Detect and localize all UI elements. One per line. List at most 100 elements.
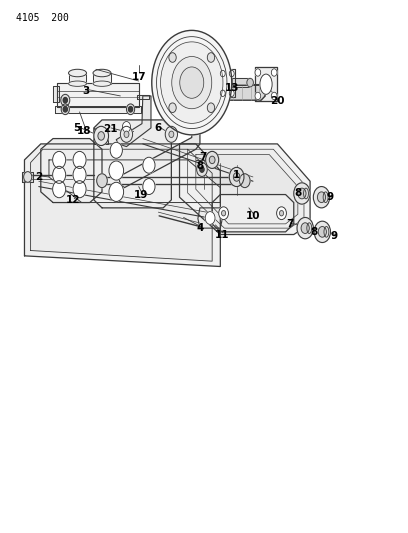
Polygon shape	[22, 172, 33, 182]
Polygon shape	[55, 106, 141, 113]
Circle shape	[255, 69, 261, 76]
Ellipse shape	[69, 81, 86, 86]
Ellipse shape	[307, 223, 312, 233]
Circle shape	[314, 221, 330, 243]
Circle shape	[220, 90, 225, 96]
Circle shape	[298, 188, 306, 199]
Circle shape	[129, 107, 133, 112]
Text: 3: 3	[82, 86, 89, 95]
Text: 10: 10	[246, 211, 260, 221]
Circle shape	[24, 172, 32, 182]
Polygon shape	[31, 149, 212, 261]
Polygon shape	[116, 96, 151, 147]
Circle shape	[172, 56, 212, 109]
Polygon shape	[212, 195, 294, 232]
Circle shape	[110, 142, 122, 158]
Circle shape	[126, 104, 135, 115]
Circle shape	[53, 151, 66, 168]
Circle shape	[207, 53, 215, 62]
Circle shape	[73, 181, 86, 198]
Polygon shape	[69, 73, 86, 84]
Circle shape	[97, 174, 107, 188]
Polygon shape	[232, 78, 249, 87]
Polygon shape	[41, 139, 102, 203]
Text: 21: 21	[103, 124, 118, 134]
Circle shape	[318, 227, 326, 237]
Circle shape	[255, 92, 261, 100]
Circle shape	[220, 70, 225, 77]
Ellipse shape	[304, 188, 308, 199]
Polygon shape	[255, 67, 277, 101]
Circle shape	[205, 212, 215, 224]
Circle shape	[229, 90, 234, 96]
Text: 2: 2	[35, 172, 42, 182]
Polygon shape	[93, 73, 111, 84]
Ellipse shape	[69, 69, 86, 77]
Polygon shape	[180, 144, 310, 235]
Ellipse shape	[260, 74, 272, 94]
Polygon shape	[57, 83, 139, 107]
Circle shape	[239, 174, 250, 188]
Circle shape	[161, 42, 223, 123]
Text: 9: 9	[327, 192, 334, 202]
Circle shape	[53, 166, 66, 183]
Circle shape	[301, 223, 309, 233]
Polygon shape	[94, 128, 108, 144]
Circle shape	[109, 182, 124, 201]
Polygon shape	[196, 155, 298, 224]
Circle shape	[247, 78, 253, 87]
Polygon shape	[100, 177, 245, 184]
Text: 8: 8	[196, 161, 204, 171]
Text: 20: 20	[270, 96, 285, 106]
Circle shape	[271, 69, 277, 76]
Text: 12: 12	[66, 195, 81, 205]
Circle shape	[109, 161, 124, 180]
Circle shape	[297, 217, 313, 239]
Circle shape	[94, 126, 109, 146]
Circle shape	[169, 131, 174, 138]
Circle shape	[233, 173, 240, 181]
Text: 7: 7	[286, 219, 293, 229]
Text: 5: 5	[73, 123, 80, 133]
Circle shape	[152, 30, 232, 135]
Circle shape	[294, 183, 310, 204]
Polygon shape	[24, 144, 220, 266]
Text: 4105  200: 4105 200	[16, 13, 69, 23]
Polygon shape	[220, 69, 235, 97]
Circle shape	[219, 207, 228, 220]
Circle shape	[169, 103, 176, 112]
Polygon shape	[118, 96, 200, 188]
Text: 11: 11	[215, 230, 230, 239]
Circle shape	[200, 167, 204, 172]
Circle shape	[143, 179, 155, 195]
Circle shape	[229, 167, 244, 187]
Polygon shape	[94, 120, 171, 208]
Circle shape	[143, 157, 155, 173]
Circle shape	[120, 126, 133, 142]
Circle shape	[98, 132, 104, 140]
Polygon shape	[53, 86, 59, 102]
Polygon shape	[198, 208, 222, 228]
Text: 8: 8	[294, 188, 302, 198]
Polygon shape	[49, 160, 220, 203]
Ellipse shape	[93, 69, 111, 77]
Ellipse shape	[93, 81, 111, 86]
Ellipse shape	[323, 192, 328, 203]
Polygon shape	[137, 95, 149, 99]
Text: 13: 13	[225, 83, 240, 93]
Text: 17: 17	[131, 72, 146, 82]
Circle shape	[317, 192, 326, 203]
Circle shape	[279, 211, 284, 216]
Polygon shape	[192, 85, 265, 100]
Circle shape	[61, 94, 70, 106]
Circle shape	[122, 122, 131, 132]
Circle shape	[61, 104, 69, 115]
Circle shape	[313, 187, 330, 208]
Text: 7: 7	[200, 152, 207, 162]
Circle shape	[73, 151, 86, 168]
Text: 18: 18	[76, 126, 91, 135]
Circle shape	[197, 163, 207, 176]
Polygon shape	[188, 149, 304, 228]
Circle shape	[222, 211, 226, 216]
Ellipse shape	[324, 227, 329, 237]
